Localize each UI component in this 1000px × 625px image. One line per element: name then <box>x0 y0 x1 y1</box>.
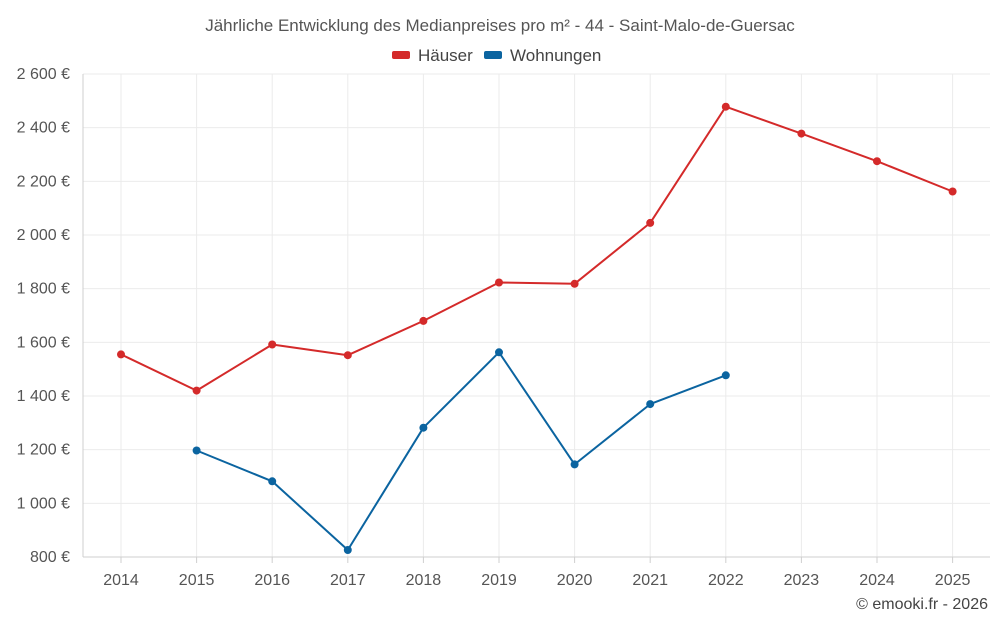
y-tick-label: 2 600 € <box>17 66 70 83</box>
axes: 800 € 1 000 € 1 200 € 1 400 € 1 600 € 1 800 €… <box>17 66 990 589</box>
data-point-haeuser[interactable] <box>419 316 428 325</box>
x-tick-label: 2023 <box>784 572 820 589</box>
chart-title: Jährliche Entwicklung des Medianpreises … <box>205 16 795 35</box>
legend-item-haeuser[interactable]: Häuser <box>392 46 473 65</box>
series-line-haeuser <box>120 105 953 392</box>
x-tick-label: 2018 <box>406 572 442 589</box>
data-point-wohnungen[interactable] <box>495 348 503 357</box>
x-tick-label: 2014 <box>103 572 139 589</box>
x-tick-label: 2016 <box>254 572 290 589</box>
grid <box>83 73 990 557</box>
y-tick-label: 1 200 € <box>17 442 70 459</box>
data-point-haeuser[interactable] <box>343 351 352 360</box>
legend-swatch-wohnungen <box>484 51 502 59</box>
data-point-haeuser[interactable] <box>268 340 277 349</box>
y-tick-label: 800 € <box>30 549 70 566</box>
x-tick-label: 2021 <box>632 572 668 589</box>
series-wohnungen <box>192 348 730 554</box>
series-haeuser <box>117 102 957 395</box>
data-point-wohnungen[interactable] <box>570 460 579 469</box>
legend-label-wohnungen: Wohnungen <box>510 46 601 65</box>
data-point-haeuser[interactable] <box>797 129 806 138</box>
y-tick-label: 2 000 € <box>17 227 70 244</box>
data-point-haeuser[interactable] <box>948 187 957 196</box>
data-point-wohnungen[interactable] <box>192 446 201 455</box>
x-tick-label: 2025 <box>935 572 971 589</box>
y-tick-label: 1 000 € <box>17 495 70 512</box>
data-point-wohnungen[interactable] <box>419 423 428 432</box>
y-tick-label: 1 600 € <box>17 334 70 351</box>
data-point-haeuser[interactable] <box>721 102 730 111</box>
x-tick-label: 2022 <box>708 572 744 589</box>
data-point-wohnungen[interactable] <box>721 371 730 380</box>
x-tick-label: 2019 <box>481 572 517 589</box>
y-tick-label: 2 200 € <box>17 173 70 190</box>
data-point-haeuser[interactable] <box>646 218 655 227</box>
y-tick-label: 2 400 € <box>17 120 70 137</box>
legend-swatch-haeuser <box>392 51 410 59</box>
data-point-haeuser[interactable] <box>192 386 201 395</box>
legend-label-haeuser: Häuser <box>418 46 473 65</box>
x-tick-label: 2017 <box>330 572 366 589</box>
data-point-haeuser[interactable] <box>117 350 125 359</box>
data-point-haeuser[interactable] <box>570 279 579 288</box>
y-tick-label: 1 800 € <box>17 281 70 298</box>
x-tick-label: 2015 <box>179 572 215 589</box>
x-tick-label: 2020 <box>557 572 593 589</box>
data-point-wohnungen[interactable] <box>268 477 277 486</box>
y-tick-label: 1 400 € <box>17 388 70 405</box>
data-point-wohnungen[interactable] <box>646 400 655 409</box>
credit-text: © emooki.fr - 2026 <box>856 596 988 613</box>
data-point-wohnungen[interactable] <box>343 546 352 554</box>
x-tick-label: 2024 <box>859 572 895 589</box>
legend: Häuser Wohnungen <box>392 46 601 65</box>
legend-item-wohnungen[interactable]: Wohnungen <box>484 46 601 65</box>
series-line-wohnungen <box>196 351 727 551</box>
data-point-haeuser[interactable] <box>495 278 503 287</box>
series <box>117 102 957 554</box>
data-point-haeuser[interactable] <box>873 157 881 166</box>
